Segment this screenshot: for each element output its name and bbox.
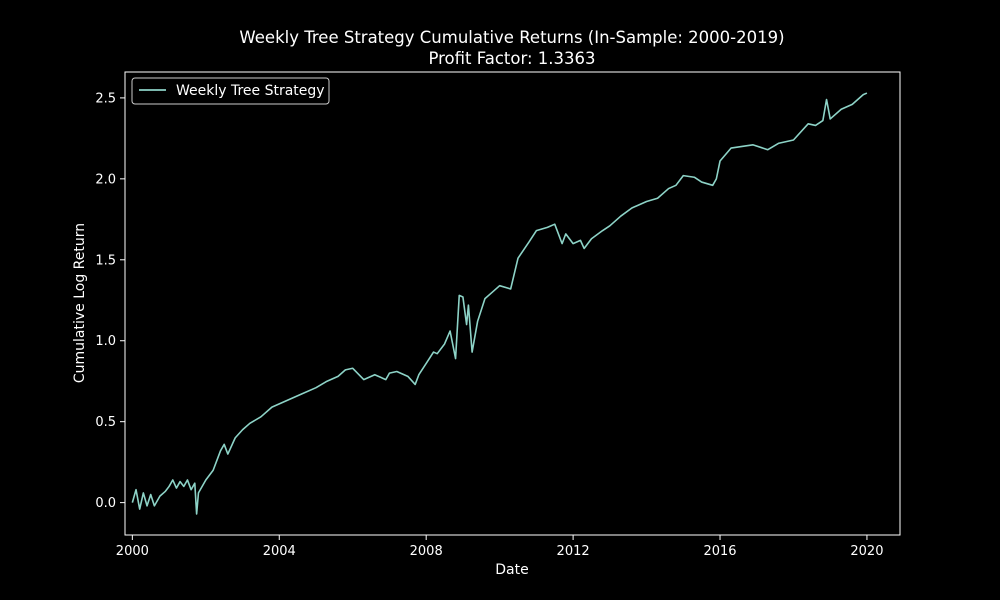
- legend-label: Weekly Tree Strategy: [176, 83, 325, 99]
- x-tick-label: 2012: [557, 544, 590, 559]
- legend: Weekly Tree Strategy: [132, 78, 329, 104]
- y-tick-label: 1.0: [95, 334, 116, 349]
- x-tick-label: 2000: [116, 544, 149, 559]
- y-axis-ticks: 0.0 0.5 1.0 1.5 2.0 2.5: [95, 91, 125, 511]
- x-axis-ticks: 2000 2004 2008 2012 2016 2020: [116, 535, 884, 559]
- chart-title: Weekly Tree Strategy Cumulative Returns …: [239, 28, 784, 47]
- x-tick-label: 2004: [263, 544, 296, 559]
- y-tick-label: 2.0: [95, 172, 116, 187]
- chart-subtitle: Profit Factor: 1.3363: [428, 49, 595, 68]
- x-tick-label: 2008: [410, 544, 443, 559]
- y-tick-label: 0.0: [95, 496, 116, 511]
- y-tick-label: 0.5: [95, 415, 116, 430]
- y-tick-label: 1.5: [95, 253, 116, 268]
- x-tick-label: 2016: [703, 544, 736, 559]
- y-axis-label: Cumulative Log Return: [72, 223, 88, 383]
- y-tick-label: 2.5: [95, 91, 116, 106]
- x-tick-label: 2020: [850, 544, 883, 559]
- x-axis-label: Date: [495, 562, 528, 578]
